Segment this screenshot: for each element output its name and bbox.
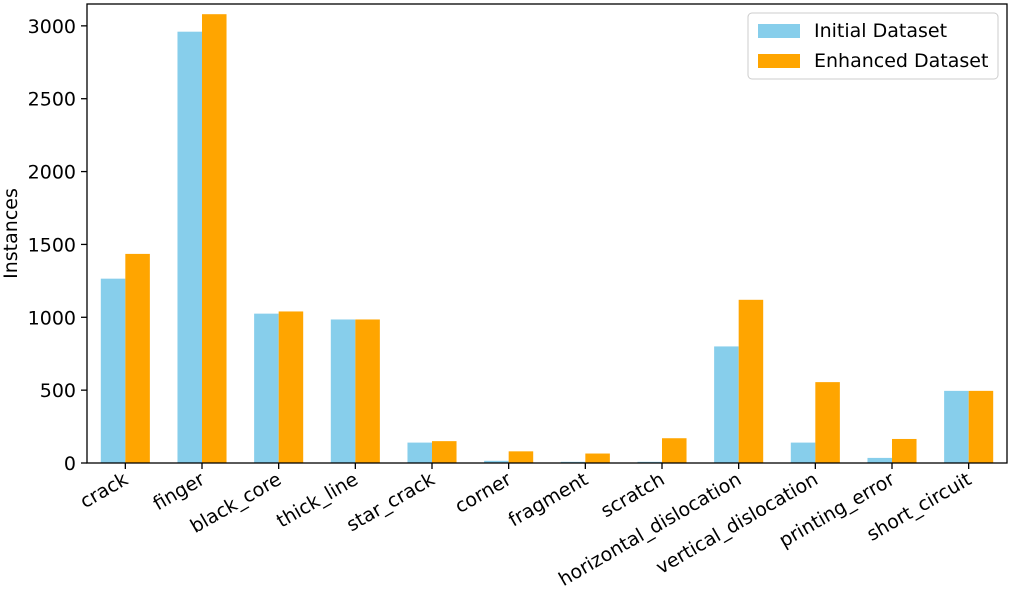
bar-initial-short_circuit: [944, 390, 969, 463]
legend-box: [747, 12, 999, 80]
bar-initial-printing_error: [867, 457, 892, 463]
bar-initial-vertical_dislocation: [790, 442, 816, 463]
legend-label-enhanced: Enhanced Dataset: [814, 50, 988, 72]
bar-enhanced-printing_error: [892, 438, 917, 463]
plot-frame: [86, 3, 1008, 464]
x-tick-label: fragment: [505, 468, 592, 531]
bar-enhanced-corner: [508, 451, 534, 463]
y-tick-label: 3000: [28, 16, 76, 38]
bar-enhanced-thick_line: [355, 319, 380, 463]
bar-enhanced-black_core: [278, 311, 304, 463]
x-axis: crack fingerblack_corethick_linestar_crac…: [76, 463, 975, 591]
y-tick-label: 500: [40, 380, 76, 402]
legend: Initial Dataset Enhanced Dataset: [747, 12, 999, 80]
bar-initial-star_crack: [407, 442, 432, 463]
x-tick-label: corner: [451, 468, 515, 518]
x-tick-label: star_crack: [343, 468, 439, 536]
bars-group: [100, 14, 994, 463]
bar-enhanced-fragment: [585, 453, 610, 463]
bar-initial-thick_line: [330, 319, 356, 463]
bar-enhanced-star_crack: [432, 441, 457, 463]
legend-label-initial: Initial Dataset: [814, 20, 947, 42]
y-tick-label: 0: [64, 453, 76, 475]
bar-initial-horizontal_dislocation: [714, 346, 739, 463]
bar-initial-finger: [177, 31, 202, 463]
bar-enhanced-crack: [125, 253, 150, 463]
y-axis: 0 500 1000 1500 2000 2500 3000: [28, 16, 87, 475]
x-tick-label: crack: [76, 468, 131, 513]
legend-swatch-enhanced: [758, 54, 800, 68]
y-tick-label: 2500: [28, 89, 76, 111]
bar-enhanced-short_circuit: [968, 390, 994, 463]
bar-enhanced-finger: [202, 14, 227, 463]
y-axis-label: Instances: [0, 188, 22, 279]
y-tick-label: 1000: [28, 307, 76, 329]
bar-initial-corner: [484, 460, 509, 463]
bar-enhanced-scratch: [662, 438, 687, 463]
bar-enhanced-vertical_dislocation: [815, 382, 840, 463]
legend-swatch-initial: [758, 24, 800, 38]
bar-initial-black_core: [254, 313, 279, 463]
bar-enhanced-horizontal_dislocation: [738, 299, 764, 463]
y-tick-label: 1500: [28, 234, 76, 256]
x-tick-label: finger: [149, 468, 208, 515]
y-tick-label: 2000: [28, 162, 76, 184]
bar-initial-crack: [100, 278, 126, 463]
